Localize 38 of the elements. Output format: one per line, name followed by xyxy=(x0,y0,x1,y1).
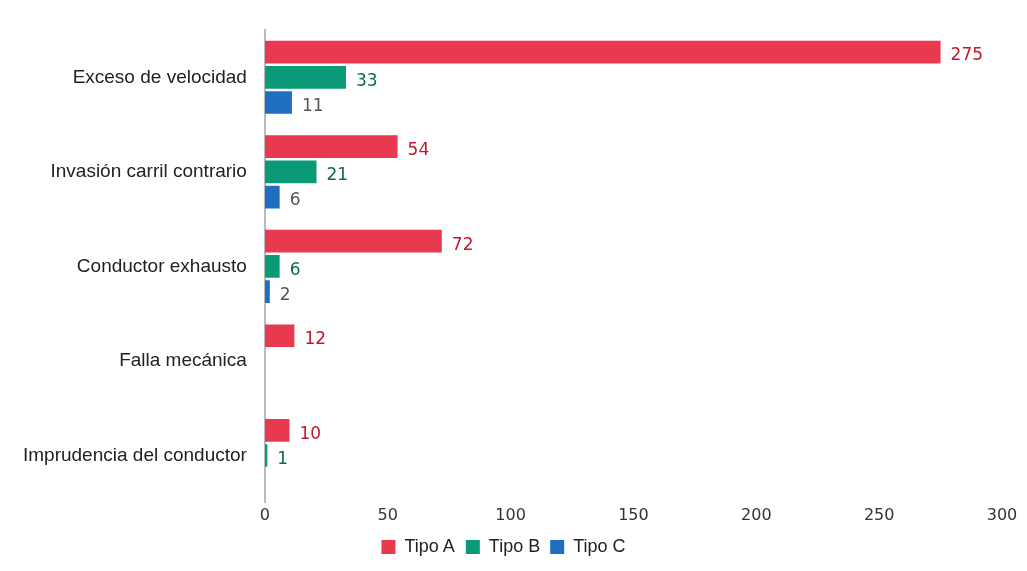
bar xyxy=(264,229,442,253)
data-label: 10 xyxy=(299,422,322,443)
data-label: 72 xyxy=(451,233,474,254)
data-label: 21 xyxy=(326,164,349,185)
data-label: 54 xyxy=(407,139,430,160)
x-tick-label: 250 xyxy=(863,504,895,524)
y-tick-label: Invasión carril contrario xyxy=(50,160,247,182)
bar xyxy=(264,135,398,158)
data-label: 33 xyxy=(355,69,378,90)
legend-label: Tipo B xyxy=(488,535,541,556)
y-tick-label: Conductor exhausto xyxy=(76,254,247,276)
x-tick-label: 100 xyxy=(495,504,526,524)
y-tick-label: Falla mecánica xyxy=(119,349,248,371)
data-label: 275 xyxy=(950,44,984,65)
bar xyxy=(264,185,280,209)
data-label: 6 xyxy=(289,189,301,210)
bar xyxy=(264,160,317,184)
legend-label: Tipo A xyxy=(404,535,455,556)
bar xyxy=(264,418,290,442)
data-label: 2 xyxy=(279,284,291,305)
y-tick-label: Exceso de velocidad xyxy=(72,65,247,87)
bar xyxy=(264,280,270,303)
bar xyxy=(264,91,292,114)
data-label: 6 xyxy=(289,258,301,279)
x-tick-label: 150 xyxy=(618,504,649,524)
bar xyxy=(264,255,280,278)
x-tick-label: 300 xyxy=(986,504,1018,524)
x-tick-label: 50 xyxy=(377,504,398,524)
bar xyxy=(264,65,346,89)
legend-label: Tipo C xyxy=(573,535,626,556)
data-label: 11 xyxy=(301,94,324,115)
x-tick-label: 200 xyxy=(741,504,772,524)
data-label: 1 xyxy=(277,447,289,468)
x-tick-label: 0 xyxy=(259,504,270,524)
bar xyxy=(264,324,295,348)
data-label: 12 xyxy=(304,328,327,349)
bar xyxy=(264,40,941,64)
y-tick-label: Imprudencia del conductor xyxy=(22,443,248,465)
